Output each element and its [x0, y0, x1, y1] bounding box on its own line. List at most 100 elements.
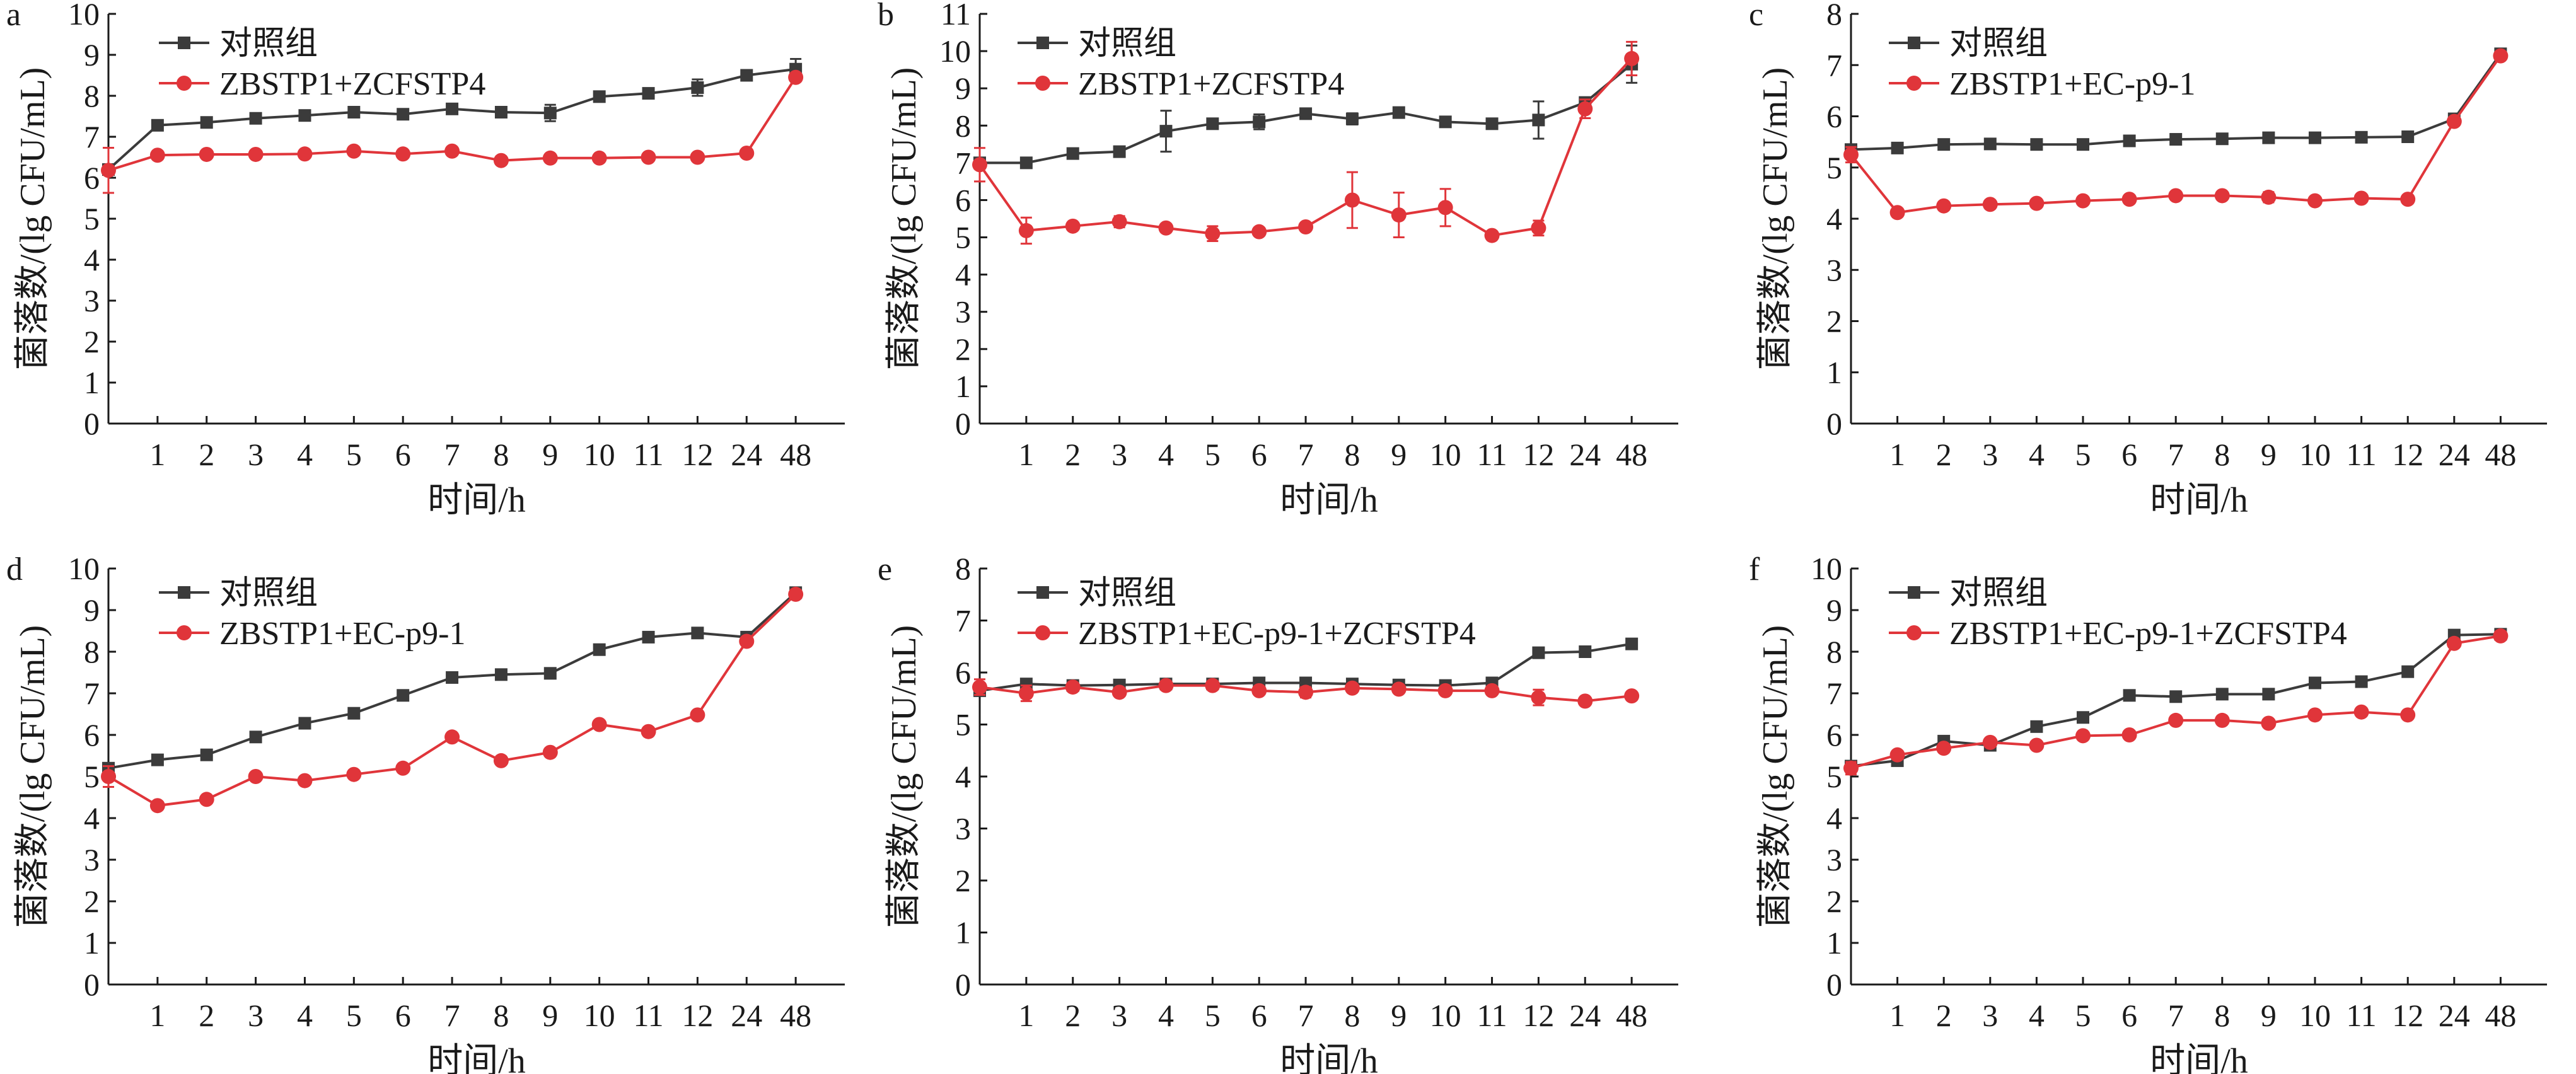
data-point [1937, 138, 1950, 151]
x-tick-label: 11 [2347, 998, 2377, 1033]
y-tick-label: 7 [955, 603, 971, 638]
x-axis-title: 时间/h [427, 481, 526, 520]
data-point [788, 587, 803, 602]
x-tick-label: 8 [493, 437, 509, 472]
data-point [2307, 707, 2323, 722]
legend-label: 对照组 [219, 26, 318, 62]
x-tick-label: 3 [248, 998, 264, 1033]
data-point [150, 147, 165, 163]
y-tick-label: 5 [955, 707, 971, 742]
data-point [395, 761, 410, 776]
data-point [1438, 200, 1453, 215]
x-tick-label: 7 [2168, 998, 2184, 1033]
data-point [2447, 114, 2462, 129]
y-axis-title: 菌落数/(lg CFU/mL) [1756, 67, 1795, 371]
data-point [2123, 689, 2136, 702]
data-point [1486, 117, 1499, 130]
x-tick-label: 4 [1158, 998, 1174, 1033]
data-point [446, 671, 458, 684]
y-tick-label: 1 [84, 925, 100, 961]
data-point [2216, 132, 2229, 145]
x-tick-label: 9 [2261, 998, 2277, 1033]
y-tick-label: 6 [1826, 99, 1842, 134]
data-point [298, 109, 311, 122]
x-tick-label: 9 [1391, 998, 1407, 1033]
data-point [151, 754, 164, 766]
x-tick-label: 9 [542, 437, 558, 472]
data-point [972, 679, 987, 695]
data-point [2216, 688, 2229, 700]
y-tick-label: 9 [1826, 592, 1842, 628]
data-point [200, 116, 213, 129]
data-point [101, 769, 116, 784]
x-tick-label: 9 [1391, 437, 1407, 472]
data-point [1890, 748, 1905, 763]
data-point [2169, 690, 2182, 703]
legend: 对照组 ZBSTP1+EC-p9-1 [1889, 26, 2195, 102]
y-tick-label: 8 [955, 551, 971, 586]
y-tick-label: 1 [1826, 355, 1842, 390]
chart-panel-e: e0123456781 2 3 4 5 6 7 8 9 10 11 12 24 48时间/h菌落数/(lg… [878, 551, 1678, 1074]
y-tick-label: 0 [1826, 967, 1842, 1002]
data-point [1485, 683, 1500, 698]
legend-marker [1906, 625, 1922, 640]
data-point [1205, 226, 1220, 241]
data-point [739, 146, 754, 161]
data-point [690, 150, 705, 165]
legend-label: ZBSTP1+ZCFSTP4 [219, 66, 485, 102]
y-tick-label: 6 [1826, 717, 1842, 753]
y-tick-label: 5 [1826, 150, 1842, 185]
data-point [739, 634, 754, 649]
data-point [544, 107, 557, 119]
data-point [2029, 738, 2044, 753]
x-tick-label: 6 [395, 437, 411, 472]
data-point [593, 644, 606, 656]
data-point [495, 668, 508, 681]
x-tick-label: 8 [1344, 437, 1360, 472]
data-point [346, 767, 361, 782]
data-point [2122, 727, 2137, 742]
legend-marker [1908, 586, 1920, 599]
data-point [2355, 676, 2368, 688]
data-point [199, 147, 214, 162]
x-tick-label: 6 [2121, 437, 2137, 472]
data-point [1531, 690, 1546, 705]
y-tick-label: 8 [955, 108, 971, 143]
legend-marker [177, 625, 192, 640]
legend-label: ZBSTP1+EC-p9-1 [1949, 66, 2195, 102]
data-point [1439, 115, 1452, 128]
panel-letter: e [878, 551, 892, 587]
data-point [1113, 146, 1126, 158]
data-point [1205, 678, 1220, 693]
x-tick-label: 48 [1616, 998, 1647, 1033]
x-tick-label: 6 [395, 998, 411, 1033]
data-point [788, 70, 803, 85]
y-axis-title: 菌落数/(lg CFU/mL) [885, 67, 924, 371]
x-tick-label: 1 [1018, 998, 1034, 1033]
y-tick-label: 1 [1826, 925, 1842, 961]
data-point [2307, 193, 2323, 209]
y-tick-label: 7 [1826, 47, 1842, 83]
data-point [1936, 741, 1951, 756]
data-point [2215, 713, 2230, 728]
x-tick-label: 7 [1298, 437, 1314, 472]
x-tick-label: 9 [2261, 437, 2277, 472]
data-point [2029, 196, 2044, 211]
y-tick-label: 6 [955, 182, 971, 217]
data-point [642, 631, 655, 644]
data-point [740, 69, 753, 82]
data-point [1624, 688, 1639, 703]
data-point [1579, 645, 1591, 658]
legend: 对照组 ZBSTP1+EC-p9-1 [159, 575, 465, 652]
data-point [297, 773, 312, 788]
x-tick-label: 3 [1982, 998, 1998, 1033]
data-point [397, 108, 409, 120]
x-tick-label: 48 [780, 437, 811, 472]
data-point [2077, 711, 2089, 724]
y-tick-label: 10 [68, 551, 100, 586]
data-point [1393, 107, 1405, 119]
x-tick-label: 10 [1430, 437, 1461, 472]
data-point [592, 717, 607, 732]
legend-label: ZBSTP1+EC-p9-1 [219, 616, 465, 652]
